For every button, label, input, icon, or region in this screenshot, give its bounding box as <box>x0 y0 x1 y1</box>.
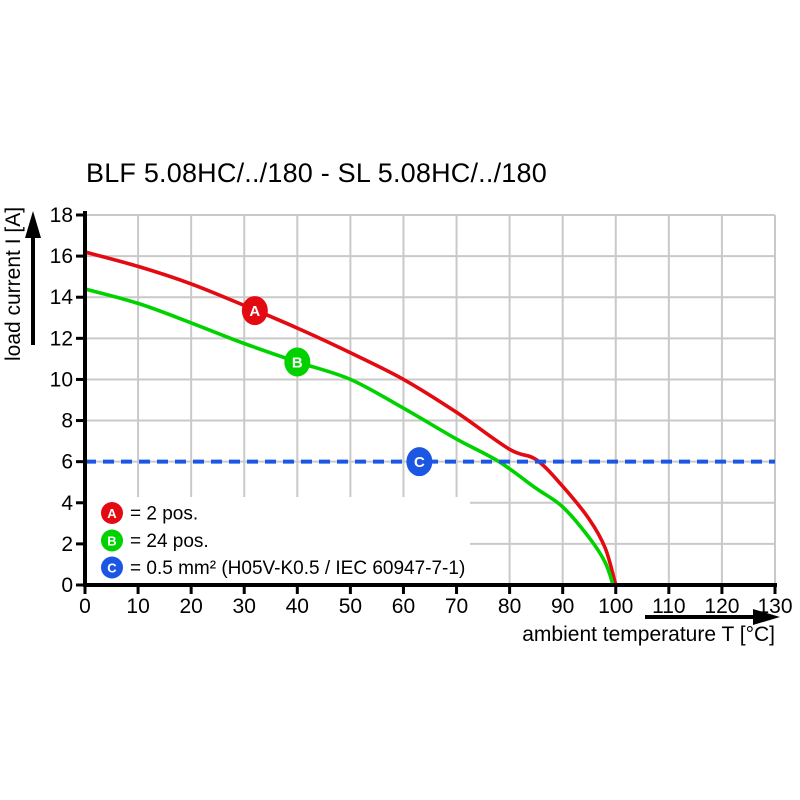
x-tick-label: 0 <box>79 595 91 618</box>
y-tick-label: 8 <box>61 410 73 433</box>
curve-marker-c: C <box>406 447 433 477</box>
x-tick-label: 60 <box>392 595 415 618</box>
legend-letter-a: A <box>107 506 117 521</box>
x-tick-label: 20 <box>179 595 202 618</box>
x-axis-arrow-icon <box>645 609 780 625</box>
y-tick-label: 14 <box>50 286 74 309</box>
curve-marker-b: B <box>284 347 311 377</box>
curve-marker-letter: B <box>292 354 303 371</box>
legend-marker-c-icon <box>101 556 123 579</box>
legend-label-c: = 0.5 mm² (H05V-K0.5 / IEC 60947-7-1) <box>130 558 465 579</box>
curve-marker-b-icon <box>284 347 311 377</box>
x-tick-label: 50 <box>339 595 362 618</box>
y-tick-label: 4 <box>61 492 73 515</box>
series-a-curve <box>83 250 618 587</box>
x-tick-label: 10 <box>126 595 149 618</box>
x-tick-label: 130 <box>757 595 792 618</box>
curve-marker-letter: C <box>414 454 425 471</box>
axis-layer <box>83 211 777 587</box>
y-tick-label: 12 <box>50 327 73 350</box>
legend-item-b: B = 24 pos. <box>101 529 209 552</box>
legend-item-a: A = 2 pos. <box>101 502 198 525</box>
x-axis-label: ambient temperature T [°C] <box>522 623 775 646</box>
y-tick-label: 0 <box>61 574 73 597</box>
y-tick-label: 16 <box>50 245 73 268</box>
legend-background <box>87 497 470 583</box>
y-axis-arrow-icon <box>25 211 41 345</box>
legend-label-a: = 2 pos. <box>130 504 198 525</box>
curve-marker-c-icon <box>406 447 433 477</box>
legend-letter-c: C <box>107 561 117 576</box>
legend-marker-b-icon <box>101 529 123 552</box>
legend-item-c: C = 0.5 mm² (H05V-K0.5 / IEC 60947-7-1) <box>101 556 465 579</box>
y-tick-label: 6 <box>61 451 73 474</box>
x-tick-label: 100 <box>598 595 633 618</box>
x-tick-label: 110 <box>652 595 685 618</box>
legend-marker-a-icon <box>101 502 123 524</box>
y-tick-label: 18 <box>50 204 73 227</box>
legend-letter-b: B <box>107 534 116 549</box>
x-tick-label: 30 <box>233 595 256 618</box>
marker-layer: A B C <box>241 296 433 477</box>
legend-label-b: = 24 pos. <box>130 531 209 552</box>
y-tick-label: 2 <box>61 533 73 556</box>
tick-layer: 0 10 20 30 40 50 60 70 80 90 100 110 120 130 0 2 4 6 8 10 12… <box>50 204 793 618</box>
series-b-curve <box>83 287 615 587</box>
curve-marker-a: A <box>241 296 268 326</box>
chart-title: BLF 5.08HC/../180 - SL 5.08HC/../180 <box>86 158 547 188</box>
x-tick-label: 120 <box>704 595 739 618</box>
curve-marker-letter: A <box>249 303 260 320</box>
x-tick-label: 70 <box>445 595 468 618</box>
x-tick-label: 40 <box>286 595 309 618</box>
y-axis-label: load current I [A] <box>2 207 25 361</box>
x-tick-label: 80 <box>498 595 521 618</box>
x-tick-label: 90 <box>551 595 574 618</box>
curve-marker-a-icon <box>241 296 268 326</box>
legend: A = 2 pos. B = 24 pos. C = 0.5 mm² (H05V… <box>101 502 465 579</box>
y-tick-label: 10 <box>50 368 73 391</box>
